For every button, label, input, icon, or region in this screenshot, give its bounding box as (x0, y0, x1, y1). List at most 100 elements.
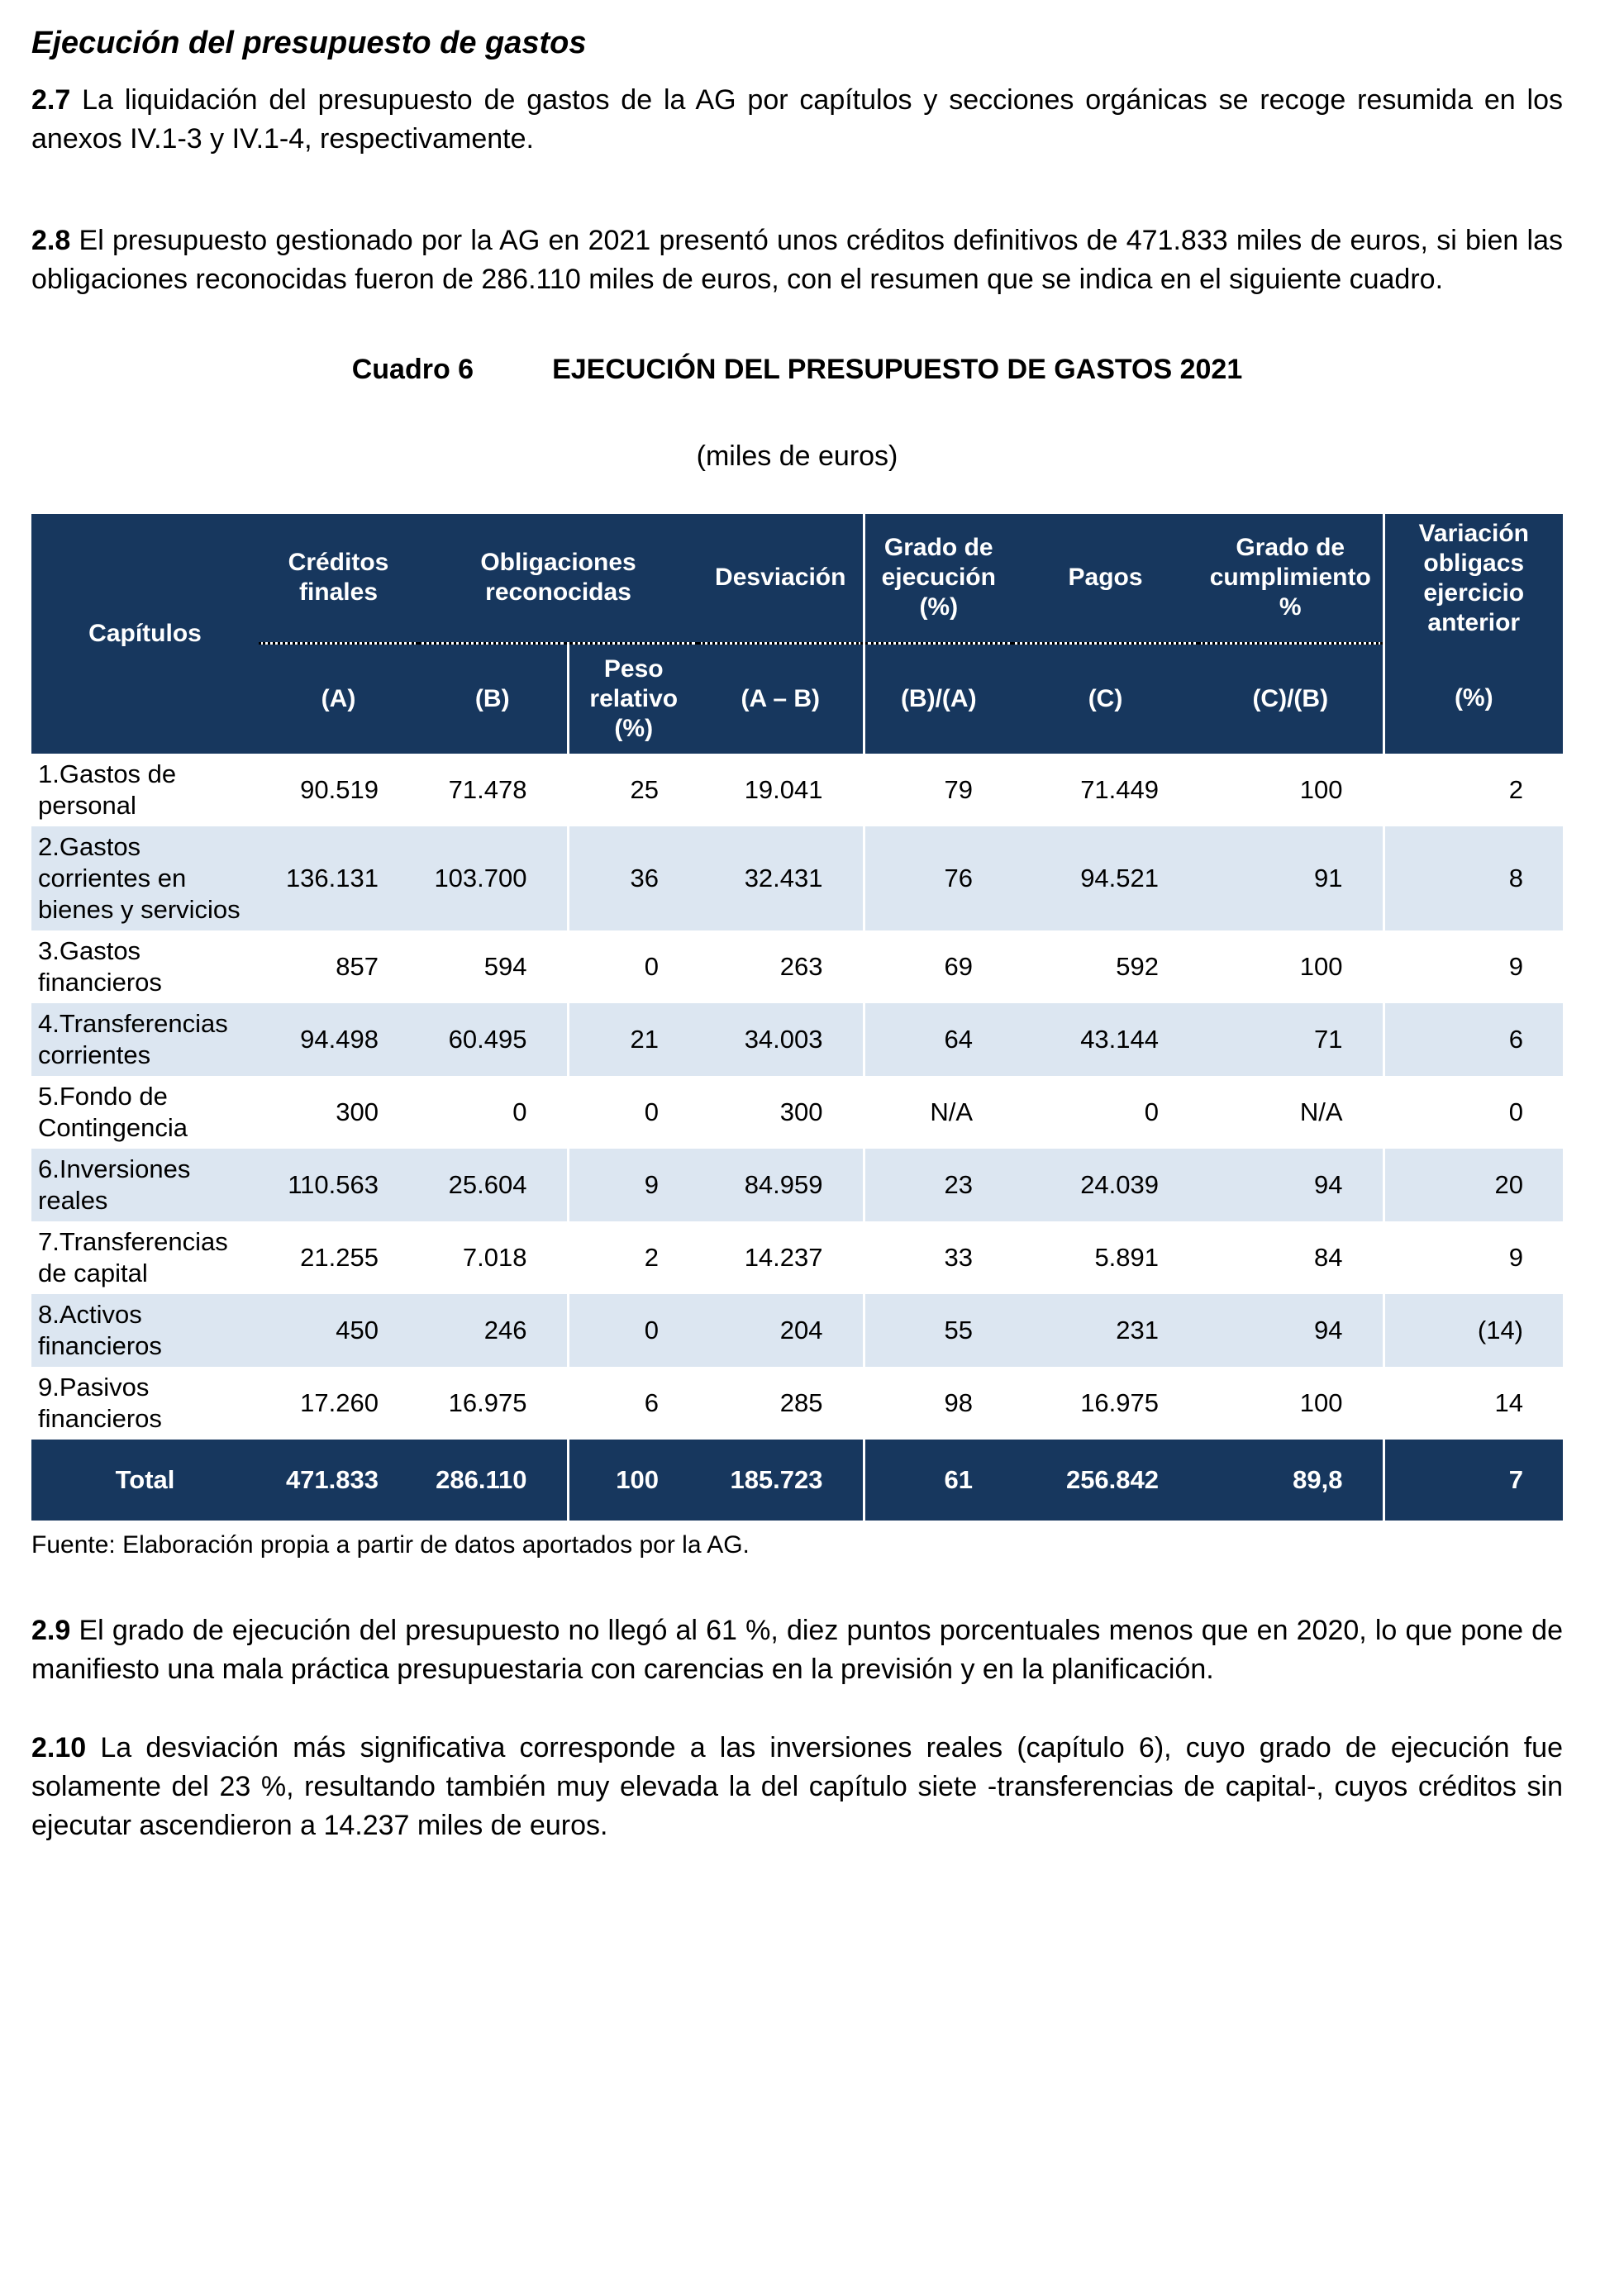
value-cell: 71.449 (1012, 753, 1199, 826)
value-cell: 33 (862, 1221, 1013, 1294)
value-cell: 17.260 (259, 1366, 418, 1440)
table-caption: Cuadro 6 EJECUCIÓN DEL PRESUPUESTO DE GAS… (31, 350, 1563, 389)
total-value-cell: 100 (566, 1439, 699, 1521)
total-value-cell: 89,8 (1198, 1439, 1384, 1521)
value-cell: 16.975 (418, 1366, 568, 1440)
value-cell: 34.003 (698, 1002, 864, 1076)
value-cell: 91 (1198, 826, 1384, 930)
capitulo-cell: 9.Pasivos financieros (31, 1366, 259, 1440)
total-value-cell: 256.842 (1012, 1439, 1199, 1521)
value-cell: 450 (259, 1293, 418, 1367)
paragraph-text: La liquidación del presupuesto de gastos… (31, 84, 1563, 155)
subheader-b-over-a: (B)/(A) (862, 643, 1013, 754)
paragraph-number: 2.9 (31, 1614, 71, 1646)
table-row: 5.Fondo de Contingencia 300 0 0 300 N/A 0 N/A 0 (31, 1075, 1564, 1149)
capitulo-cell: 6.Inversiones reales (31, 1148, 259, 1221)
table-header: Capítulos Créditos finales Obligaciones … (31, 514, 1564, 754)
value-cell: N/A (862, 1075, 1013, 1149)
value-cell: 69 (862, 930, 1013, 1003)
value-cell: 9 (566, 1148, 699, 1221)
value-cell: 64 (862, 1002, 1013, 1076)
col-header-grado-ejecucion: Grado de ejecución (%) (862, 514, 1013, 645)
value-cell: 94 (1198, 1293, 1384, 1367)
subheader-b: (B) (418, 643, 568, 754)
value-cell: 300 (698, 1075, 864, 1149)
value-cell: 24.039 (1012, 1148, 1199, 1221)
table-caption-title: EJECUCIÓN DEL PRESUPUESTO DE GASTOS 2021 (552, 354, 1243, 385)
value-cell: 246 (418, 1293, 568, 1367)
value-cell: 21 (566, 1002, 699, 1076)
col-header-capitulos: Capítulos (31, 514, 259, 754)
value-cell: 9 (1382, 930, 1564, 1003)
subheader-pct: (%) (1382, 643, 1564, 754)
value-cell: 14.237 (698, 1221, 864, 1294)
table-row: 9.Pasivos financieros 17.260 16.975 6 285 98 1… (31, 1366, 1564, 1440)
table-caption-label: Cuadro 6 (351, 354, 474, 385)
value-cell: (14) (1382, 1293, 1564, 1367)
subheader-a-minus-b: (A – B) (698, 643, 864, 754)
value-cell: N/A (1198, 1075, 1384, 1149)
table-row: 6.Inversiones reales 110.563 25.604 9 84.959… (31, 1148, 1564, 1221)
value-cell: 136.131 (259, 826, 418, 930)
paragraph-2-8: 2.8 El presupuesto gestionado por la AG … (31, 221, 1563, 299)
value-cell: 594 (418, 930, 568, 1003)
value-cell: 79 (862, 753, 1013, 826)
capitulo-cell: 3.Gastos financieros (31, 930, 259, 1003)
value-cell: 0 (566, 1075, 699, 1149)
value-cell: 857 (259, 930, 418, 1003)
paragraph-text: La desviación más significativa correspo… (31, 1731, 1564, 1841)
col-header-variacion-obligacs: Variación obligacs ejercicio anterior (1382, 514, 1564, 643)
subheader-a: (A) (259, 643, 418, 754)
value-cell: 204 (698, 1293, 864, 1367)
value-cell: 2 (1382, 753, 1564, 826)
paragraph-2-9: 2.9 El grado de ejecución del presupuest… (31, 1611, 1563, 1689)
value-cell: 0 (1012, 1075, 1199, 1149)
col-header-pagos: Pagos (1012, 514, 1199, 645)
total-value-cell: 7 (1382, 1439, 1564, 1521)
value-cell: 231 (1012, 1293, 1199, 1367)
capitulo-cell: 5.Fondo de Contingencia (31, 1075, 259, 1149)
table-row: 1.Gastos de personal 90.519 71.478 25 19.041… (31, 753, 1564, 826)
value-cell: 20 (1382, 1148, 1564, 1221)
value-cell: 94 (1198, 1148, 1384, 1221)
total-value-cell: 286.110 (418, 1439, 568, 1521)
value-cell: 43.144 (1012, 1002, 1199, 1076)
value-cell: 60.495 (418, 1002, 568, 1076)
value-cell: 76 (862, 826, 1013, 930)
table-row: 2.Gastos corrientes en bienes y servicio… (31, 826, 1564, 930)
value-cell: 0 (566, 1293, 699, 1367)
total-label-cell: Total (31, 1439, 259, 1521)
value-cell: 84.959 (698, 1148, 864, 1221)
value-cell: 14 (1382, 1366, 1564, 1440)
value-cell: 0 (1382, 1075, 1564, 1149)
value-cell: 21.255 (259, 1221, 418, 1294)
header-row-subs: (A) (B) Peso relativo (%) (A – B) (B)/(A… (31, 643, 1564, 754)
total-row: Total 471.833 286.110 100 185.723 61 256… (31, 1439, 1564, 1521)
value-cell: 100 (1198, 1366, 1384, 1440)
value-cell: 90.519 (259, 753, 418, 826)
value-cell: 23 (862, 1148, 1013, 1221)
value-cell: 25 (566, 753, 699, 826)
table-row: 4.Transferencias corrientes 94.498 60.495 2… (31, 1002, 1564, 1076)
paragraph-text: El grado de ejecución del presupuesto no… (31, 1614, 1563, 1685)
table-units-note: (miles de euros) (696, 440, 898, 472)
capitulo-cell: 7.Transferencias de capital (31, 1221, 259, 1294)
subheader-c: (C) (1012, 643, 1199, 754)
value-cell: 6 (1382, 1002, 1564, 1076)
value-cell: 2 (566, 1221, 699, 1294)
value-cell: 98 (862, 1366, 1013, 1440)
value-cell: 103.700 (418, 826, 568, 930)
capitulo-cell: 1.Gastos de personal (31, 753, 259, 826)
value-cell: 84 (1198, 1221, 1384, 1294)
value-cell: 36 (566, 826, 699, 930)
paragraph-number: 2.8 (31, 225, 71, 256)
value-cell: 0 (566, 930, 699, 1003)
capitulo-cell: 8.Activos financieros (31, 1293, 259, 1367)
paragraph-text: El presupuesto gestionado por la AG en 2… (31, 225, 1564, 295)
paragraph-number: 2.7 (31, 84, 71, 116)
value-cell: 7.018 (418, 1221, 568, 1294)
paragraph-number: 2.10 (31, 1731, 87, 1763)
budget-execution-table: Capítulos Créditos finales Obligaciones … (31, 514, 1564, 1521)
value-cell: 16.975 (1012, 1366, 1199, 1440)
